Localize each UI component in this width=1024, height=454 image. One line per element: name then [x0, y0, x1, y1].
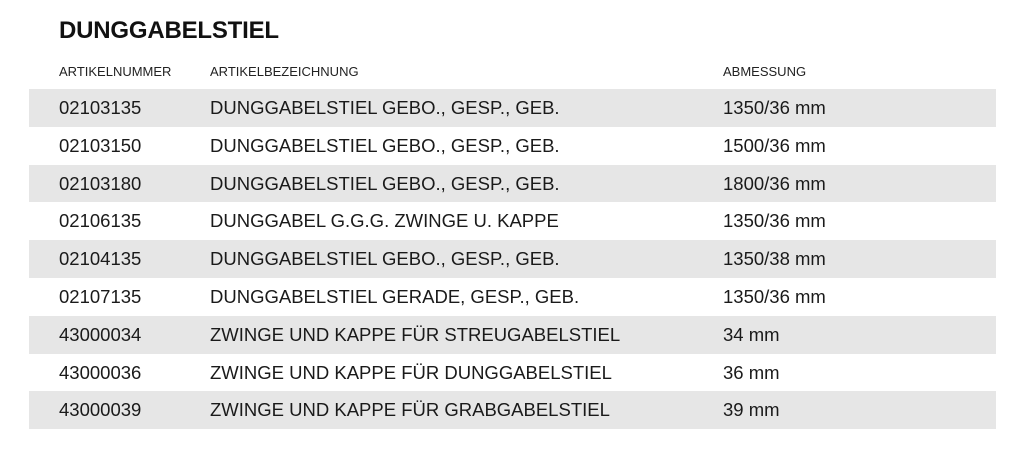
- description-cell: DUNGGABELSTIEL GEBO., GESP., GEB.: [210, 134, 560, 156]
- dimension-cell: 1350/36 mm: [723, 97, 826, 118]
- dimension-cell: 1350/36 mm: [723, 285, 826, 307]
- article-number-cell: 02104135: [59, 248, 142, 270]
- dimension-cell: 1800/36 mm: [723, 172, 826, 194]
- dimension-cell: 34 mm: [723, 323, 780, 345]
- description-cell: ZWINGE UND KAPPE FÜR STREUGABELSTIEL: [210, 323, 621, 345]
- table-row: 43000034 ZWINGE UND KAPPE FÜR STREUGABEL…: [29, 315, 996, 354]
- column-header-description: ARTIKELBEZEICHNUNG: [210, 64, 359, 79]
- product-table: 02103135 DUNGGABELSTIEL GEBO., GESP., GE…: [29, 89, 996, 430]
- table-row: 02103135 DUNGGABELSTIEL GEBO., GESP., GE…: [29, 89, 996, 127]
- table-row: 02107135 DUNGGABELSTIEL GERADE, GESP., G…: [29, 278, 996, 316]
- dimension-cell: 1500/36 mm: [723, 134, 826, 156]
- article-number-cell: 43000034: [59, 323, 142, 345]
- dimension-cell: 36 mm: [723, 361, 780, 383]
- table-row: 02103180 DUNGGABELSTIEL GEBO., GESP., GE…: [29, 164, 996, 203]
- table-row: 02106135 DUNGGABEL G.G.G. ZWINGE U. KAPP…: [29, 202, 996, 240]
- description-cell: DUNGGABELSTIEL GEBO., GESP., GEB.: [210, 172, 560, 194]
- description-cell: DUNGGABELSTIEL GEBO., GESP., GEB.: [210, 248, 560, 270]
- table-row: 02103150 DUNGGABELSTIEL GEBO., GESP., GE…: [29, 127, 996, 165]
- description-cell: DUNGGABEL G.G.G. ZWINGE U. KAPPE: [210, 210, 559, 232]
- table-row: 02104135 DUNGGABELSTIEL GEBO., GESP., GE…: [29, 240, 996, 278]
- column-header-article-number: ARTIKELNUMMER: [59, 64, 172, 79]
- description-cell: ZWINGE UND KAPPE FÜR DUNGGABELSTIEL: [210, 361, 612, 383]
- article-number-cell: 02103180: [59, 172, 142, 194]
- dimension-cell: 39 mm: [723, 399, 780, 421]
- article-number-cell: 43000039: [59, 399, 142, 421]
- column-header-dimension: ABMESSUNG: [723, 64, 807, 79]
- table-header: ARTIKELNUMMER ARTIKELBEZEICHNUNG ABMESSU…: [0, 62, 1024, 82]
- description-cell: ZWINGE UND KAPPE FÜR GRABGABELSTIEL: [210, 399, 610, 421]
- table-row: 43000036 ZWINGE UND KAPPE FÜR DUNGGABELS…: [29, 354, 996, 392]
- page-title: DUNGGABELSTIEL: [59, 17, 279, 44]
- article-number-cell: 02106135: [59, 210, 142, 232]
- article-number-cell: 43000036: [59, 361, 142, 383]
- description-cell: DUNGGABELSTIEL GEBO., GESP., GEB.: [210, 97, 560, 118]
- table-row: 43000039 ZWINGE UND KAPPE FÜR GRABGABELS…: [29, 391, 996, 430]
- article-number-cell: 02107135: [59, 285, 142, 307]
- article-number-cell: 02103150: [59, 134, 142, 156]
- dimension-cell: 1350/36 mm: [723, 210, 826, 232]
- article-number-cell: 02103135: [59, 97, 142, 118]
- dimension-cell: 1350/38 mm: [723, 248, 826, 270]
- description-cell: DUNGGABELSTIEL GERADE, GESP., GEB.: [210, 285, 580, 307]
